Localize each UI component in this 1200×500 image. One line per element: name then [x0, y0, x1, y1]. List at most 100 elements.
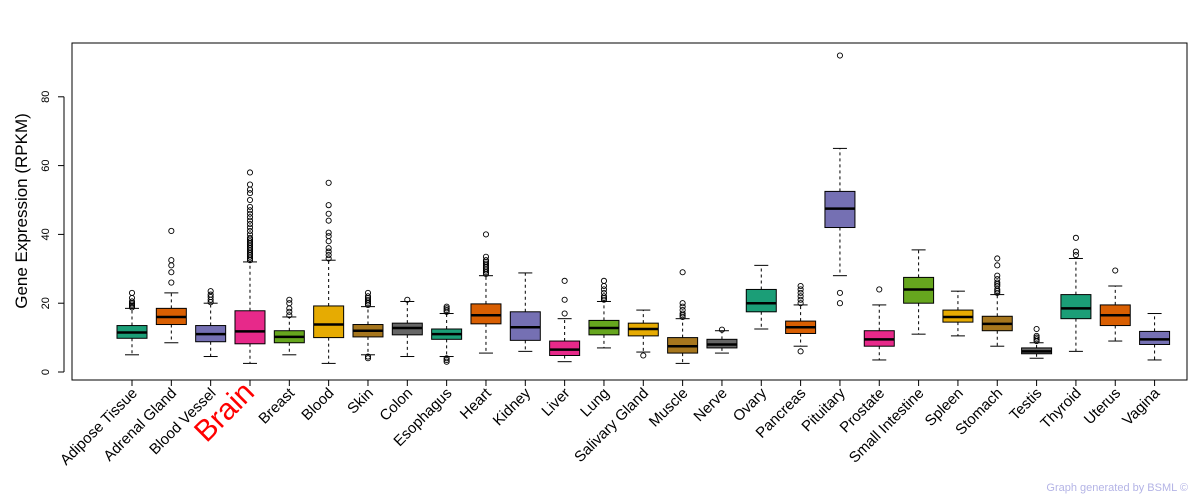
outlier-point	[325, 210, 332, 217]
outlier-point	[994, 262, 1001, 269]
outlier-point	[1033, 334, 1040, 341]
outlier-point	[246, 217, 254, 224]
outlier-point	[482, 231, 490, 238]
outlier-point	[718, 326, 726, 333]
x-label-kidney: Kidney	[490, 384, 535, 429]
outlier-point	[443, 356, 450, 364]
outlier-point	[994, 276, 1001, 283]
outlier-point	[994, 282, 1001, 290]
outlier-point	[325, 255, 332, 262]
x-label-liver: Liver	[538, 385, 573, 420]
box-pituitary	[824, 52, 856, 307]
outlier-point	[797, 348, 804, 355]
outlier-point	[797, 282, 804, 290]
outlier-point	[168, 257, 175, 264]
outlier-point	[325, 245, 332, 252]
x-label-lung: Lung	[577, 385, 613, 421]
box-salivary-gland	[627, 309, 659, 359]
y-tick-label: 40	[40, 228, 52, 240]
outlier-point	[1072, 248, 1079, 255]
y-tick-label: 80	[40, 91, 52, 103]
outlier-point	[600, 282, 608, 290]
outlier-point	[168, 269, 175, 276]
box-testis	[1021, 325, 1053, 359]
box-esophagus	[431, 303, 463, 365]
outlier-point	[443, 303, 450, 310]
outlier-point	[364, 296, 372, 303]
outlier-point	[207, 291, 214, 298]
box-lung	[588, 277, 620, 349]
outlier-point	[443, 355, 450, 362]
outlier-point	[207, 293, 214, 301]
outlier-point	[246, 238, 254, 245]
outlier-point	[443, 305, 450, 312]
box-series	[116, 52, 1171, 365]
outlier-point	[246, 210, 254, 217]
outlier-point	[325, 238, 332, 245]
box-brain	[234, 169, 266, 364]
outlier-point	[168, 262, 175, 269]
outlier-point	[994, 272, 1001, 279]
plot-frame	[71, 42, 1188, 381]
y-axis-label: Gene Expression (RPKM)	[12, 113, 31, 309]
outlier-point	[325, 217, 332, 224]
outlier-point	[325, 251, 332, 259]
box-iqr	[234, 310, 266, 345]
outlier-point	[1033, 336, 1040, 343]
outlier-point	[443, 358, 450, 365]
box-blood	[313, 179, 345, 364]
box-kidney	[509, 272, 541, 352]
outlier-point	[246, 186, 254, 193]
outlier-point	[168, 279, 175, 286]
outlier-point	[482, 253, 490, 260]
box-iqr	[549, 340, 581, 356]
x-label-breast: Breast	[255, 384, 298, 427]
outlier-point	[797, 293, 804, 300]
outlier-point	[836, 52, 843, 59]
outlier-point	[876, 286, 883, 293]
box-iqr	[745, 288, 777, 313]
outlier-point	[364, 289, 372, 296]
outlier-point	[679, 313, 686, 321]
outlier-point	[600, 286, 608, 293]
outlier-point	[128, 298, 136, 305]
x-label-skin: Skin	[344, 385, 377, 418]
outlier-point	[679, 269, 686, 276]
outlier-point	[994, 255, 1001, 262]
x-label-blood: Blood	[298, 385, 337, 424]
outlier-point	[246, 190, 254, 197]
outlier-point	[286, 312, 293, 319]
outlier-point	[286, 296, 293, 303]
outlier-point	[246, 214, 254, 221]
outlier-point	[679, 310, 686, 317]
outlier-point	[679, 300, 686, 307]
outlier-point	[797, 289, 804, 296]
box-small-intestine	[903, 249, 935, 335]
box-blood-vessel	[195, 288, 227, 358]
outlier-point	[600, 293, 608, 300]
outlier-point	[679, 307, 686, 314]
outlier-point	[482, 257, 490, 264]
box-heart	[470, 231, 502, 354]
outlier-point	[246, 207, 254, 214]
x-label-nerve: Nerve	[690, 385, 730, 425]
outlier-point	[836, 300, 843, 307]
outlier-point	[1072, 251, 1079, 259]
box-spleen	[942, 290, 974, 337]
outlier-point	[246, 221, 254, 228]
outlier-point	[325, 202, 332, 209]
box-liver	[549, 277, 581, 363]
box-stomach	[981, 255, 1013, 347]
box-iqr	[313, 305, 345, 339]
outlier-point	[600, 296, 608, 303]
outlier-point	[286, 300, 293, 307]
box-adipose-tissue	[116, 289, 148, 356]
outlier-point	[600, 289, 608, 296]
outlier-point	[836, 289, 843, 296]
box-prostate	[863, 286, 895, 361]
outlier-point	[797, 296, 804, 303]
outlier-point	[207, 288, 214, 295]
box-ovary	[745, 264, 777, 330]
